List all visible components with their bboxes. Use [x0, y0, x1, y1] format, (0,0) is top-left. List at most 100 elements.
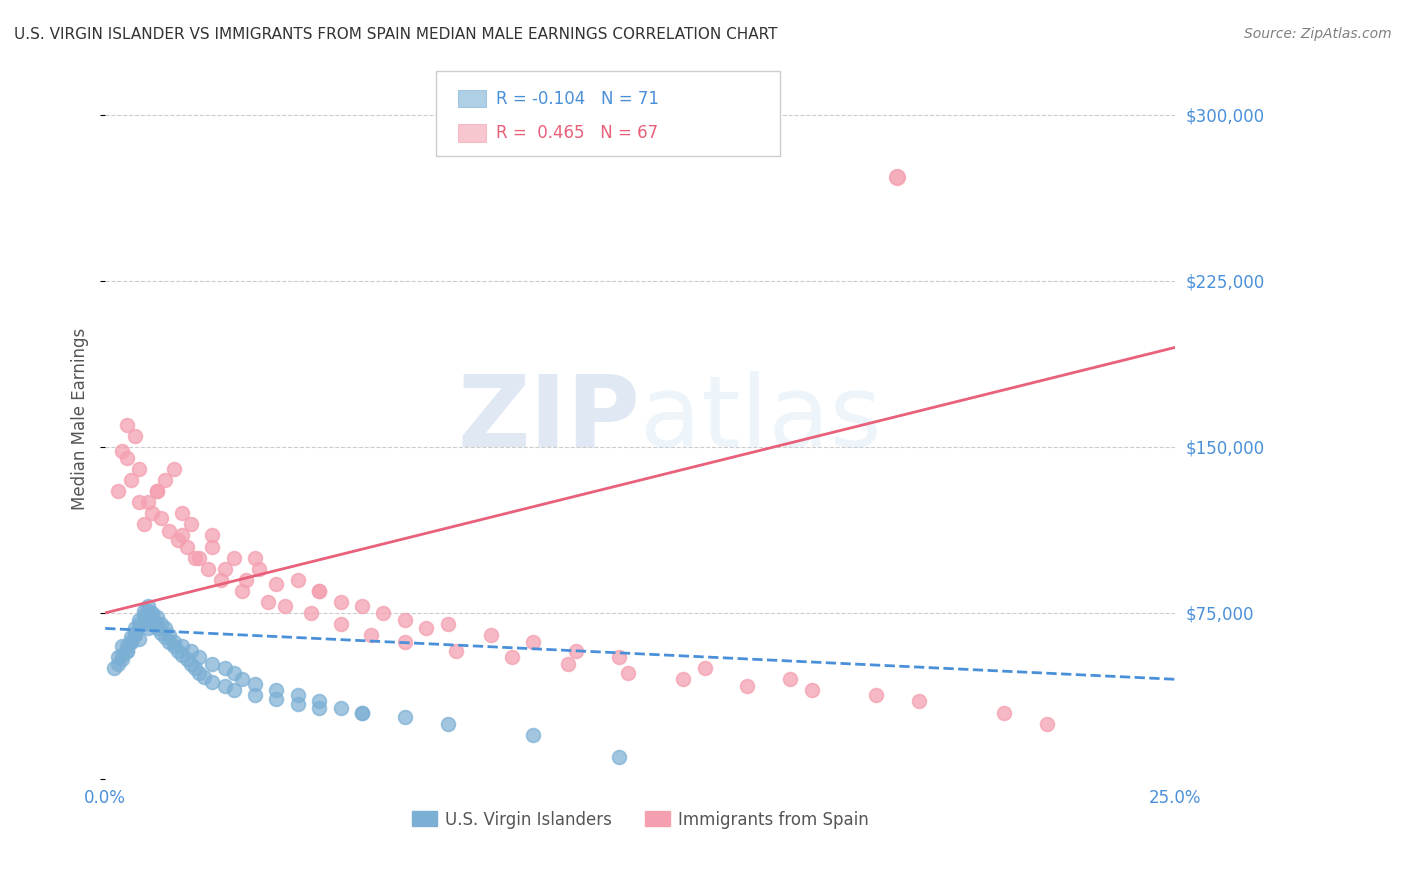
- Point: [124, 622, 146, 636]
- Point: [266, 577, 288, 591]
- Text: U.S. VIRGIN ISLANDER VS IMMIGRANTS FROM SPAIN MEDIAN MALE EARNINGS CORRELATION C: U.S. VIRGIN ISLANDER VS IMMIGRANTS FROM …: [14, 27, 778, 42]
- Point: [1036, 716, 1059, 731]
- Point: [120, 634, 142, 648]
- Point: [235, 573, 257, 587]
- Point: [352, 706, 374, 720]
- Point: [329, 617, 352, 632]
- Point: [308, 701, 330, 715]
- Point: [188, 665, 211, 680]
- Y-axis label: Median Male Earnings: Median Male Earnings: [72, 328, 89, 510]
- Point: [128, 495, 150, 509]
- Point: [287, 688, 309, 702]
- Point: [287, 697, 309, 711]
- Point: [132, 617, 155, 632]
- Point: [394, 634, 416, 648]
- Point: [128, 632, 150, 647]
- Point: [107, 657, 129, 671]
- Point: [394, 613, 416, 627]
- Point: [201, 657, 224, 671]
- Point: [128, 613, 150, 627]
- Point: [120, 473, 142, 487]
- Point: [120, 630, 142, 644]
- Point: [115, 639, 138, 653]
- Point: [222, 683, 245, 698]
- Point: [201, 674, 224, 689]
- Point: [115, 450, 138, 465]
- Point: [145, 610, 167, 624]
- Point: [136, 495, 159, 509]
- Point: [209, 573, 232, 587]
- Point: [522, 634, 544, 648]
- Point: [360, 628, 382, 642]
- Point: [172, 639, 194, 653]
- Point: [184, 550, 207, 565]
- Point: [132, 608, 155, 623]
- Point: [172, 506, 194, 520]
- Point: [308, 583, 330, 598]
- Point: [145, 484, 167, 499]
- Point: [149, 617, 172, 632]
- Point: [201, 540, 224, 554]
- Point: [607, 650, 630, 665]
- Point: [141, 506, 163, 520]
- Point: [159, 628, 181, 642]
- Point: [159, 524, 181, 538]
- Point: [145, 617, 167, 632]
- Point: [132, 604, 155, 618]
- Point: [111, 639, 134, 653]
- Point: [163, 462, 186, 476]
- Point: [180, 657, 202, 671]
- Point: [907, 694, 929, 708]
- Point: [132, 517, 155, 532]
- Point: [247, 562, 270, 576]
- Point: [222, 665, 245, 680]
- Point: [193, 670, 215, 684]
- Point: [479, 628, 502, 642]
- Point: [287, 573, 309, 587]
- Point: [231, 673, 253, 687]
- Point: [103, 661, 125, 675]
- Point: [141, 606, 163, 620]
- Point: [128, 617, 150, 632]
- Point: [172, 528, 194, 542]
- Point: [214, 562, 236, 576]
- Point: [180, 517, 202, 532]
- Point: [145, 484, 167, 499]
- Point: [167, 533, 190, 547]
- Point: [214, 661, 236, 675]
- Point: [693, 661, 716, 675]
- Point: [779, 673, 801, 687]
- Point: [136, 604, 159, 618]
- Point: [172, 648, 194, 662]
- Point: [141, 613, 163, 627]
- Point: [394, 710, 416, 724]
- Point: [557, 657, 579, 671]
- Point: [672, 673, 695, 687]
- Point: [115, 643, 138, 657]
- Text: R =  0.465   N = 67: R = 0.465 N = 67: [496, 124, 658, 142]
- Point: [124, 429, 146, 443]
- Point: [436, 617, 458, 632]
- Point: [128, 462, 150, 476]
- Point: [865, 688, 887, 702]
- Point: [111, 652, 134, 666]
- Text: atlas: atlas: [640, 371, 882, 467]
- Point: [149, 625, 172, 640]
- Point: [176, 540, 198, 554]
- Point: [136, 599, 159, 614]
- Point: [886, 169, 908, 184]
- Point: [201, 528, 224, 542]
- Point: [153, 622, 176, 636]
- Point: [373, 606, 395, 620]
- Point: [167, 643, 190, 657]
- Text: ZIP: ZIP: [457, 371, 640, 467]
- Point: [115, 643, 138, 657]
- Point: [993, 706, 1015, 720]
- Point: [501, 650, 523, 665]
- Point: [415, 622, 437, 636]
- Point: [107, 650, 129, 665]
- Point: [522, 728, 544, 742]
- Point: [266, 683, 288, 698]
- Point: [124, 628, 146, 642]
- Point: [188, 550, 211, 565]
